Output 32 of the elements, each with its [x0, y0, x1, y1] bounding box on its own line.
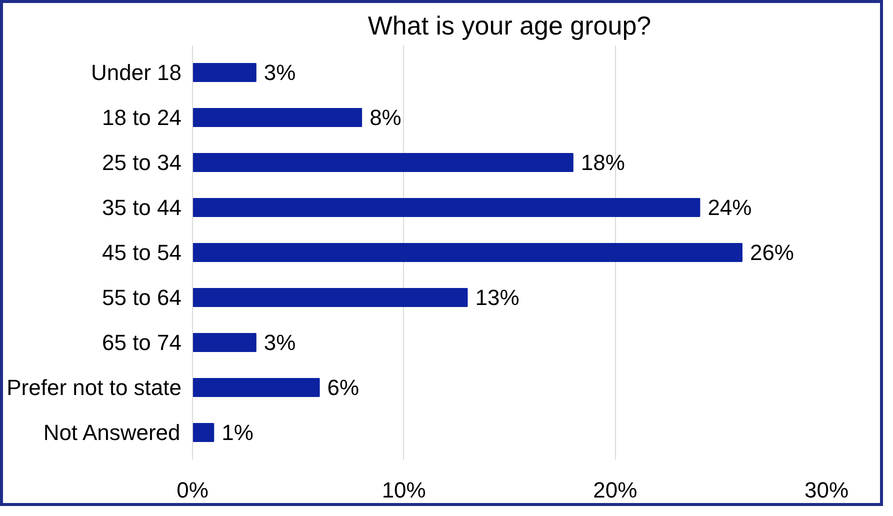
- bar: [192, 153, 574, 172]
- data-label: 18%: [580, 150, 625, 175]
- x-tick-label: 20%: [593, 478, 638, 502]
- data-label: 26%: [750, 240, 794, 265]
- bar: [192, 243, 742, 262]
- data-label: 6%: [327, 375, 360, 400]
- y-tick-label: Not Answered: [43, 420, 180, 445]
- y-tick-label: Prefer not to state: [6, 375, 182, 400]
- data-label: 8%: [370, 105, 402, 130]
- x-tick-label: 30%: [804, 478, 849, 502]
- bar: [192, 288, 468, 307]
- y-tick-label: 65 to 74: [102, 330, 182, 355]
- bar: [192, 63, 256, 82]
- bar: [192, 108, 362, 127]
- data-label: 24%: [708, 195, 752, 220]
- y-tick-label: Under 18: [90, 60, 182, 85]
- bar: [192, 198, 700, 217]
- y-tick-label: 25 to 34: [102, 150, 182, 175]
- data-label: 1%: [222, 420, 254, 445]
- bar: [192, 423, 214, 442]
- data-label: 13%: [475, 285, 520, 310]
- y-tick-label: 35 to 44: [102, 195, 182, 220]
- data-label: 3%: [264, 330, 296, 355]
- bar: [192, 378, 320, 397]
- chart-title: What is your age group?: [368, 10, 652, 40]
- x-tick-label: 10%: [382, 478, 426, 502]
- x-tick-label: 0%: [176, 478, 208, 502]
- y-tick-label: 18 to 24: [102, 105, 182, 130]
- data-label: 3%: [264, 60, 296, 85]
- y-tick-label: 55 to 64: [102, 285, 182, 310]
- bar: [192, 333, 256, 352]
- y-tick-label: 45 to 54: [102, 240, 182, 265]
